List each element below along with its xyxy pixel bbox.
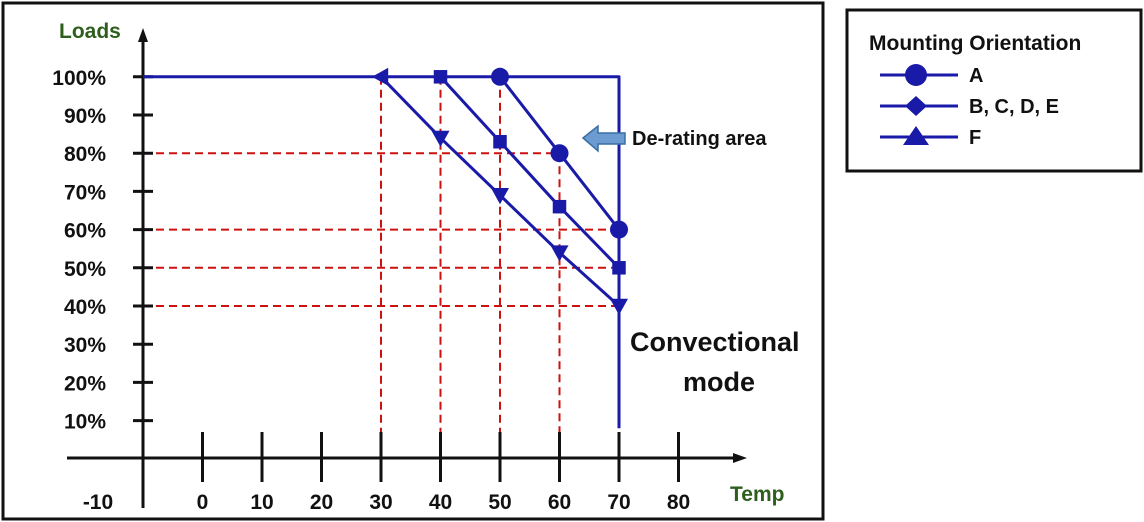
legend-item: F — [880, 126, 981, 149]
axes — [67, 28, 747, 508]
data-point-triangle — [491, 188, 509, 205]
x-tick-label: 0 — [197, 491, 209, 514]
x-tick-label: 40 — [429, 491, 452, 514]
mode-label: mode — [683, 367, 755, 397]
legend-title: Mounting Orientation — [869, 32, 1081, 55]
legend-label: A — [969, 65, 983, 87]
y-tick-label: 90% — [64, 105, 106, 128]
legend: Mounting Orientation A B, C, D, E F — [869, 32, 1081, 149]
y-ticks: 10% 20% 30% 40% 50% 60% 70% 80% 90% 100% — [52, 67, 153, 434]
y-tick-label: 40% — [64, 296, 106, 319]
data-point-circle — [550, 144, 569, 163]
data-point-triangle — [610, 298, 628, 315]
y-tick-label: 70% — [64, 181, 106, 204]
y-tick-label: 10% — [64, 411, 106, 434]
data-point-triangle — [431, 130, 450, 147]
derating-annotation: De-rating area — [581, 124, 767, 153]
data-point-square — [493, 134, 507, 149]
y-tick-label: 60% — [64, 220, 106, 243]
y-axis-title: Loads — [59, 20, 121, 43]
convectional-label: Convectional — [630, 327, 800, 357]
x-tick-label: 80 — [667, 491, 690, 514]
y-axis-arrow-icon — [138, 28, 148, 42]
y-tick-label: 20% — [64, 372, 106, 395]
x-ticks: -10 0 10 20 30 40 50 60 70 80 — [83, 432, 690, 514]
x-tick-label: 20 — [310, 491, 333, 514]
data-point-square — [612, 261, 626, 275]
x-tick-label: 50 — [488, 491, 511, 514]
y-tick-label: 80% — [64, 143, 106, 166]
x-tick-label: 60 — [548, 491, 571, 514]
x-tick-label: 10 — [250, 491, 273, 514]
data-point-triangle — [372, 67, 389, 86]
y-tick-label: 50% — [64, 258, 106, 281]
legend-diamond-icon — [905, 96, 927, 116]
data-point-circle — [491, 67, 509, 86]
legend-triangle-icon — [903, 126, 929, 145]
y-tick-label: 100% — [52, 67, 106, 90]
legend-label: F — [969, 127, 981, 149]
legend-label: B, C, D, E — [969, 96, 1059, 118]
series-line — [439, 75, 621, 269]
legend-item: A — [880, 64, 983, 87]
x-tick-label: 30 — [369, 491, 392, 514]
legend-circle-icon — [905, 64, 927, 86]
legend-item: B, C, D, E — [880, 96, 1059, 118]
x-tick-label: 70 — [607, 491, 630, 514]
derating-arrow-icon — [581, 124, 626, 153]
data-point-square — [433, 70, 448, 84]
x-axis-title: Temp — [730, 483, 784, 506]
legend-frame — [845, 8, 1143, 173]
y-tick-label: 30% — [64, 334, 106, 357]
data-point-circle — [610, 220, 628, 239]
derating-label: De-rating area — [632, 128, 767, 150]
plot-frame — [1, 1, 825, 521]
x-tick-label: -10 — [83, 491, 113, 514]
data-point-square — [552, 199, 567, 214]
data-point-triangle — [550, 245, 569, 262]
series-markers — [372, 67, 628, 315]
x-axis-arrow-icon — [733, 453, 747, 463]
